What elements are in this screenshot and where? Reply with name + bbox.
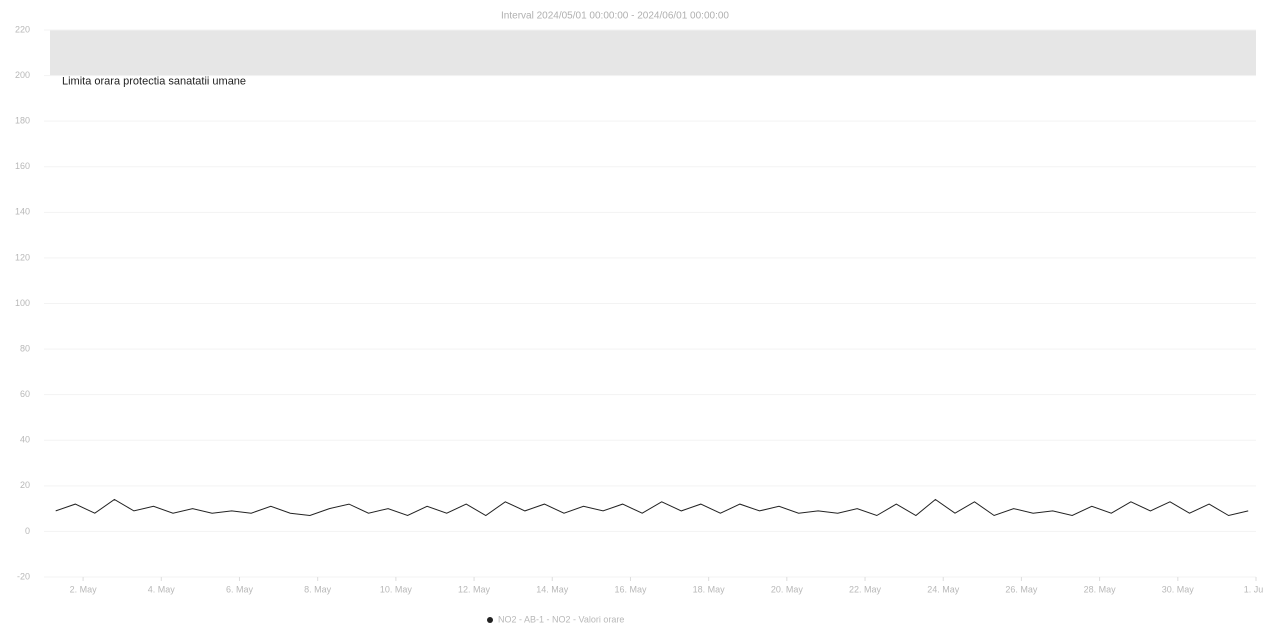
x-tick-label: 1. Jun: [1244, 584, 1263, 594]
x-tick-label: 20. May: [771, 584, 804, 594]
y-tick-label: -20: [17, 571, 30, 581]
x-tick-label: 28. May: [1084, 584, 1117, 594]
y-tick-label: 60: [20, 389, 30, 399]
limit-band: [50, 30, 1256, 76]
y-tick-label: 120: [15, 252, 30, 262]
y-tick-label: 180: [15, 116, 30, 126]
x-tick-label: 30. May: [1162, 584, 1195, 594]
x-tick-label: 2. May: [70, 584, 98, 594]
x-tick-label: 12. May: [458, 584, 491, 594]
x-tick-label: 4. May: [148, 584, 176, 594]
x-tick-label: 14. May: [536, 584, 569, 594]
x-tick-label: 10. May: [380, 584, 413, 594]
x-tick-label: 22. May: [849, 584, 882, 594]
y-tick-label: 160: [15, 161, 30, 171]
chart-title: Interval 2024/05/01 00:00:00 - 2024/06/0…: [501, 11, 729, 22]
y-tick-label: 40: [20, 435, 30, 445]
x-tick-label: 6. May: [226, 584, 254, 594]
x-tick-label: 8. May: [304, 584, 332, 594]
y-tick-label: 100: [15, 298, 30, 308]
x-tick-label: 18. May: [693, 584, 726, 594]
limit-label: Limita orara protectia sanatatii umane: [62, 75, 246, 87]
y-tick-label: 20: [20, 480, 30, 490]
legend-marker: [487, 617, 493, 623]
y-tick-label: 0: [25, 526, 30, 536]
x-tick-label: 16. May: [614, 584, 647, 594]
x-tick-label: 26. May: [1005, 584, 1038, 594]
y-tick-label: 220: [15, 24, 30, 34]
y-tick-label: 140: [15, 207, 30, 217]
y-tick-label: 80: [20, 343, 30, 353]
series-line: [55, 498, 1249, 517]
y-tick-label: 200: [15, 70, 30, 80]
x-tick-label: 24. May: [927, 584, 960, 594]
legend-label: NO2 - AB-1 - NO2 - Valori orare: [498, 614, 624, 624]
